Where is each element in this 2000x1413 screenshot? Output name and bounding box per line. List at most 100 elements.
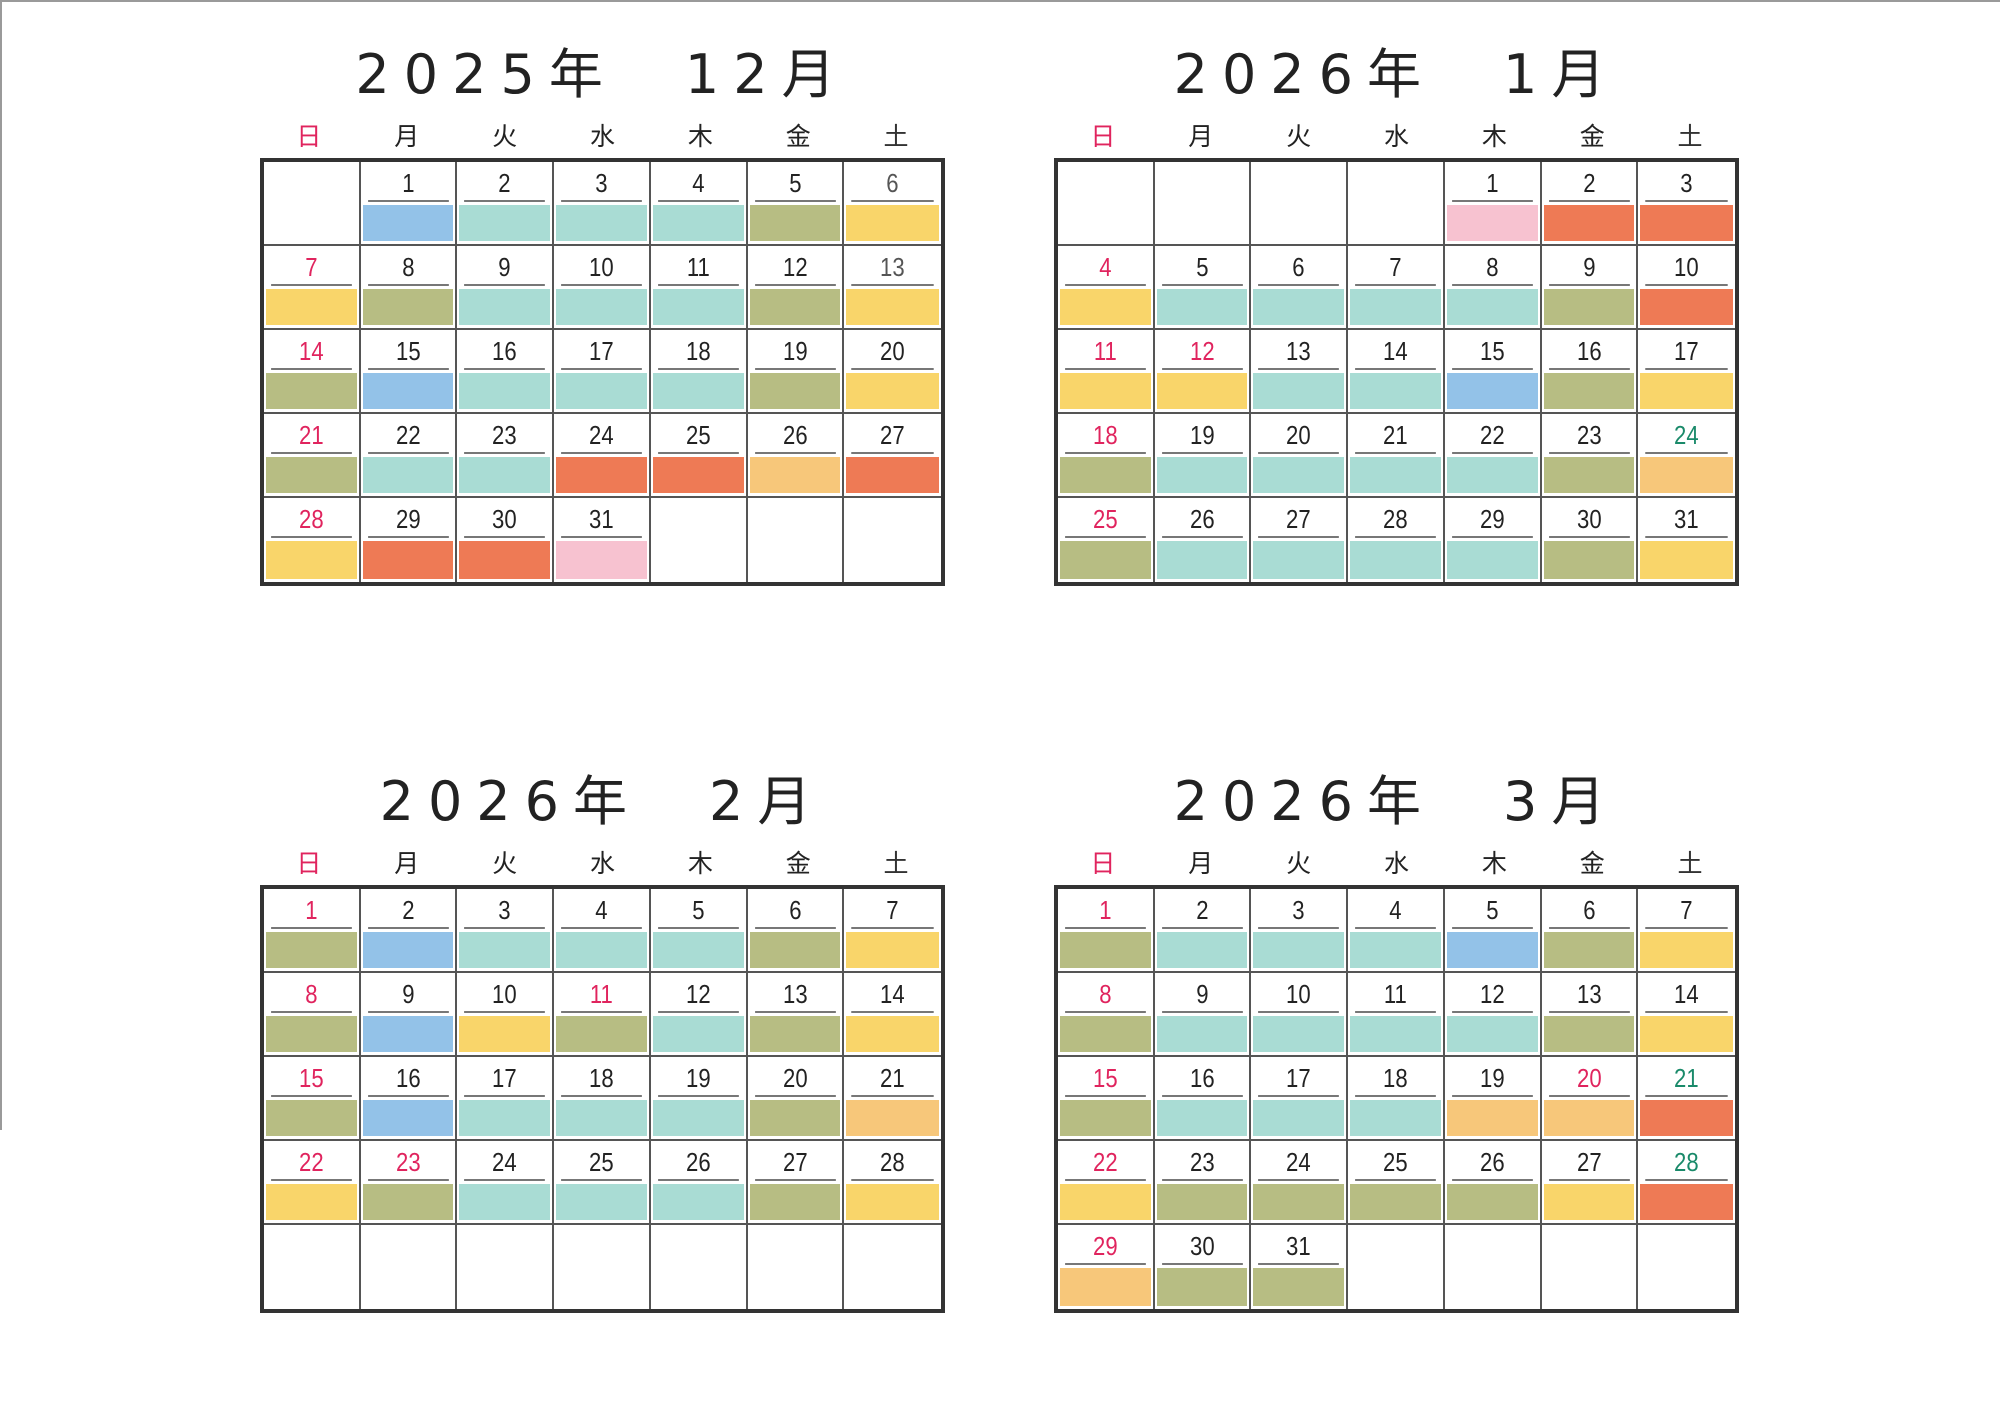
schedule-color-band — [652, 373, 744, 409]
day-number: 12 — [754, 246, 836, 286]
schedule-color-band — [1640, 1268, 1733, 1306]
day-number: 29 — [1451, 498, 1533, 538]
day-number: 6 — [1548, 889, 1630, 929]
day-number: 5 — [657, 889, 739, 929]
day-number: 30 — [464, 498, 546, 538]
day-number: 21 — [1645, 1057, 1728, 1097]
day-cell: 18 — [650, 330, 748, 414]
day-number: 12 — [657, 973, 739, 1013]
day-cell: 21 — [1348, 414, 1445, 498]
schedule-color-band — [1350, 373, 1441, 409]
schedule-color-band — [1253, 541, 1345, 579]
day-cell: 27 — [1541, 1141, 1639, 1225]
schedule-color-band — [1446, 289, 1538, 325]
day-number: 9 — [1161, 973, 1243, 1013]
day-cell: 5 — [650, 889, 748, 973]
schedule-color-band — [556, 1100, 647, 1136]
schedule-color-band — [652, 1016, 744, 1052]
day-number: 14 — [271, 330, 352, 370]
schedule-color-band — [749, 1100, 841, 1136]
day-cell: 2 — [1541, 162, 1639, 246]
day-cell: 6 — [844, 162, 941, 246]
day-number — [561, 1225, 641, 1265]
day-number — [1452, 1225, 1533, 1265]
schedule-color-band — [459, 932, 551, 968]
day-number: 23 — [1548, 414, 1630, 454]
day-cell: 22 — [1058, 1141, 1155, 1225]
schedule-color-band — [653, 1268, 744, 1306]
schedule-color-band — [1156, 457, 1248, 493]
schedule-color-band — [749, 373, 841, 409]
day-cell: 13 — [844, 246, 941, 330]
schedule-color-band — [749, 1016, 841, 1052]
weekday-label: 水 — [589, 122, 615, 151]
day-number: 24 — [464, 1141, 546, 1181]
schedule-color-band — [556, 373, 647, 409]
schedule-color-band — [459, 205, 551, 241]
day-cell: 20 — [844, 330, 941, 414]
schedule-color-band — [459, 541, 551, 579]
day-cell: 14 — [1348, 330, 1445, 414]
day-number: 9 — [464, 246, 546, 286]
empty-day-cell — [844, 498, 941, 582]
empty-day-cell — [264, 1225, 361, 1309]
day-number: 29 — [1065, 1225, 1146, 1265]
schedule-color-band — [1446, 1100, 1538, 1136]
day-number — [755, 1225, 836, 1265]
day-cell: 11 — [1348, 973, 1445, 1057]
day-number: 21 — [1355, 414, 1436, 454]
day-cell: 7 — [1638, 889, 1735, 973]
day-cell: 8 — [1444, 246, 1542, 330]
day-number: 26 — [1451, 1141, 1533, 1181]
day-number: 22 — [367, 414, 449, 454]
day-number: 28 — [851, 1141, 934, 1181]
day-number: 3 — [1258, 889, 1340, 929]
schedule-color-band — [266, 205, 357, 241]
schedule-color-band — [652, 289, 744, 325]
schedule-color-band — [1156, 1100, 1248, 1136]
day-cell: 11 — [650, 246, 748, 330]
weekday-label: 日 — [1090, 849, 1116, 878]
day-number: 19 — [657, 1057, 739, 1097]
empty-day-cell — [748, 1225, 845, 1309]
day-cell: 2 — [1154, 889, 1252, 973]
day-cell: 5 — [747, 162, 845, 246]
weekday-label: 火 — [1286, 122, 1312, 151]
schedule-color-band — [1060, 289, 1151, 325]
day-number: 31 — [1258, 1225, 1340, 1265]
empty-day-cell — [1251, 162, 1349, 246]
day-number: 28 — [1355, 498, 1436, 538]
schedule-color-band — [1640, 457, 1733, 493]
day-cell: 27 — [747, 1141, 845, 1225]
day-cell: 30 — [1155, 1225, 1252, 1309]
schedule-color-band — [556, 541, 647, 579]
day-cell: 31 — [554, 498, 651, 582]
day-cell: 12 — [1154, 330, 1252, 414]
day-cell: 28 — [264, 498, 361, 582]
schedule-color-band — [556, 1016, 647, 1052]
day-number: 1 — [1451, 162, 1533, 202]
day-cell: 24 — [1638, 414, 1735, 498]
schedule-color-band — [362, 1016, 454, 1052]
schedule-color-band — [556, 289, 647, 325]
empty-day-cell — [1058, 162, 1155, 246]
calendar-february-2026: 2026年 2月日月火水木金土 1 2 3 4 5 6 7 8 9 10 11 12 13 14 15 16 17… — [260, 762, 945, 1313]
day-cell: 21 — [844, 1057, 941, 1141]
schedule-color-band — [1446, 457, 1538, 493]
day-number: 13 — [1548, 973, 1630, 1013]
day-number: 19 — [1161, 414, 1243, 454]
day-cell: 1 — [360, 162, 458, 246]
schedule-color-band — [1350, 541, 1441, 579]
schedule-color-band — [846, 541, 939, 579]
day-cell: 10 — [457, 973, 555, 1057]
day-cell: 27 — [844, 414, 941, 498]
day-number: 8 — [271, 973, 352, 1013]
weekday-label: 木 — [1481, 849, 1507, 878]
day-cell: 11 — [554, 973, 651, 1057]
day-number: 28 — [271, 498, 352, 538]
schedule-color-band — [652, 457, 744, 493]
schedule-color-band — [459, 457, 551, 493]
schedule-color-band — [556, 932, 647, 968]
schedule-color-band — [846, 289, 939, 325]
day-cell: 22 — [360, 414, 458, 498]
